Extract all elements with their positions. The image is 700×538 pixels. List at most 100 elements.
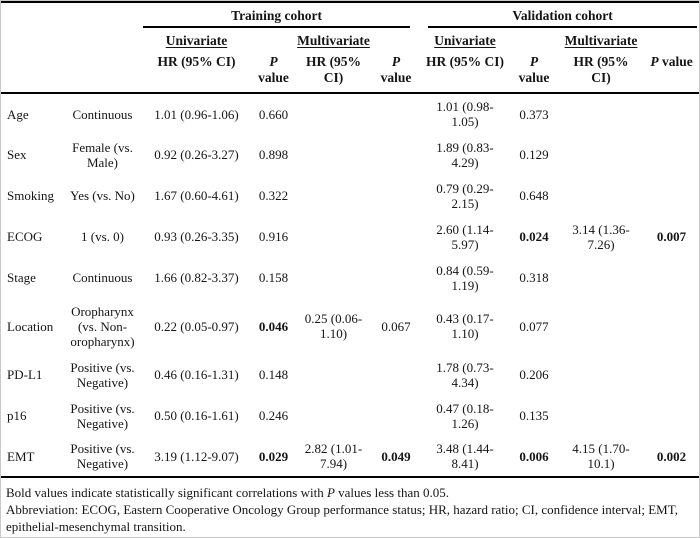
training-univariate-p-cell: 0.246 [258, 408, 289, 423]
variable-cell: Sex [7, 147, 27, 162]
training-univariate-hr-cell: 1.67 (0.60-4.61) [154, 188, 239, 203]
validation-univariate-p-cell: 0.135 [519, 408, 549, 423]
training-multivariate-p-cell [372, 134, 420, 175]
validation-univariate-hr-cell: 2.60 (1.14-5.97) [436, 221, 494, 252]
validation-univariate-hr-cell: 0.43 (0.17-1.10) [436, 311, 494, 341]
training-univariate-p-cell: 0.916 [258, 229, 289, 244]
training-cohort-header: Training cohort [141, 2, 420, 28]
cox-regression-table: Training cohort Validation cohort Univar… [1, 1, 699, 478]
training-univariate-hr-cell: 3.19 (1.12-9.07) [141, 436, 252, 478]
validation-multivariate-hr-cell [558, 93, 644, 134]
training-univariate-hr-header: HR (95% CI) [141, 51, 252, 94]
training-multivariate-p-cell [372, 354, 420, 395]
training-univariate-p-cell: 0.029 [252, 436, 295, 478]
training-multivariate-hr-cell: 0.25 (0.06-1.10) [304, 311, 363, 341]
validation-multivariate-hr-cell: 4.15 (1.70-10.1) [558, 436, 644, 478]
training-univariate-p-cell: 0.148 [258, 367, 289, 382]
validation-univariate-p-cell: 0.648 [519, 188, 549, 203]
validation-multivariate-p-cell [644, 175, 699, 216]
validation-univariate-header: Univariate [434, 32, 496, 48]
training-univariate-header: Univariate [165, 32, 228, 48]
column-header-row: HR (95% CI) P value HR (95% CI) P value … [1, 51, 699, 94]
training-multivariate-hr-cell [295, 134, 372, 175]
variable-cell: EMT [1, 436, 64, 478]
validation-univariate-p-cell: 0.373 [519, 106, 549, 122]
validation-univariate-p-header: P value [510, 51, 558, 94]
training-multivariate-header: Multivariate [297, 32, 370, 48]
validation-multivariate-header: Multivariate [564, 32, 638, 48]
stub-cell [1, 2, 141, 28]
table-row-p16: p16 Positive (vs. Negative) 0.50 (0.16-1… [1, 395, 699, 436]
training-multivariate-p-cell [372, 257, 420, 298]
validation-cohort-header: Validation cohort [420, 2, 699, 28]
validation-multivariate-hr-cell [558, 395, 644, 436]
training-multivariate-hr-cell [295, 395, 372, 436]
training-multivariate-p-header: P value [372, 51, 420, 94]
training-multivariate-p-cell [372, 395, 420, 436]
validation-multivariate-p-cell: 0.002 [644, 436, 699, 478]
footnote-significance: Bold values indicate statistically signi… [6, 485, 449, 500]
training-univariate-hr-cell: 0.92 (0.26-3.27) [154, 147, 239, 162]
training-univariate-p-cell: 0.158 [258, 270, 289, 285]
validation-multivariate-p-cell [644, 134, 699, 175]
variable-cell: Age [7, 106, 29, 122]
validation-univariate-hr-cell: 1.01 (0.98-1.05) [436, 99, 494, 129]
variable-cell: PD-L1 [7, 367, 43, 382]
validation-univariate-hr-cell: 0.84 (0.59-1.19) [436, 262, 494, 293]
variable-cell: Stage [7, 270, 36, 285]
validation-cohort-label: Validation cohort [512, 8, 613, 23]
validation-multivariate-p-cell [644, 257, 699, 298]
validation-multivariate-hr-cell [558, 134, 644, 175]
category-cell: 1 (vs. 0) [81, 229, 124, 244]
table-row-location: Location Oropharynx (vs. Non-oropharynx)… [1, 298, 699, 354]
variable-cell: p16 [7, 408, 27, 423]
validation-univariate-hr-cell: 1.78 (0.73-4.34) [436, 359, 494, 390]
table-row-emt: EMT Positive (vs. Negative) 3.19 (1.12-9… [1, 436, 699, 478]
training-multivariate-hr-header: HR (95% CI) [295, 51, 372, 94]
category-cell: Yes (vs. No) [70, 188, 135, 203]
category-cell: Oropharynx (vs. Non-oropharynx) [70, 303, 135, 349]
validation-univariate-p-cell: 0.129 [519, 147, 549, 162]
footnote-abbreviations: Abbreviation: ECOG, Eastern Cooperative … [6, 502, 678, 534]
training-multivariate-hr-cell [295, 216, 372, 257]
validation-multivariate-p-cell: 0.007 [656, 229, 687, 244]
validation-univariate-hr-header: HR (95% CI) [420, 51, 510, 94]
table-row-smoking: Smoking Yes (vs. No) 1.67 (0.60-4.61) 0.… [1, 175, 699, 216]
training-multivariate-hr-cell: 2.82 (1.01-7.94) [295, 436, 372, 478]
training-univariate-hr-cell: 1.66 (0.82-3.37) [154, 270, 239, 285]
validation-univariate-p-cell: 0.206 [519, 367, 549, 382]
validation-multivariate-hr-header: HR (95% CI) [558, 51, 644, 94]
validation-multivariate-p-cell [644, 93, 699, 134]
table-row-sex: Sex Female (vs. Male) 0.92 (0.26-3.27) 0… [1, 134, 699, 175]
stub-cell [1, 28, 141, 51]
training-univariate-p-cell: 0.898 [258, 147, 289, 162]
validation-multivariate-hr-cell: 3.14 (1.36-7.26) [572, 221, 630, 252]
table-row-pdl1: PD-L1 Positive (vs. Negative) 0.46 (0.16… [1, 354, 699, 395]
table-row-stage: Stage Continuous 1.66 (0.82-3.37) 0.158 … [1, 257, 699, 298]
cohort-header-row: Training cohort Validation cohort [1, 2, 699, 28]
training-multivariate-p-cell [372, 175, 420, 216]
table-row-age: Age Continuous 1.01 (0.96-1.06) 0.660 1.… [1, 93, 699, 134]
training-multivariate-hr-cell [295, 354, 372, 395]
variable-cell: ECOG [7, 229, 43, 244]
category-cell: Positive (vs. Negative) [70, 400, 135, 431]
validation-multivariate-p-cell [644, 395, 699, 436]
validation-multivariate-p-cell [644, 298, 699, 354]
category-cell: Continuous [72, 106, 133, 122]
training-multivariate-p-cell [372, 93, 420, 134]
category-cell: Positive (vs. Negative) [70, 359, 135, 390]
category-cell: Continuous [72, 270, 133, 285]
table-footnotes: Bold values indicate statistically signi… [1, 478, 699, 535]
variable-cell: Smoking [7, 188, 54, 203]
validation-multivariate-p-header: P value [644, 51, 699, 94]
variable-cell: Location [7, 318, 54, 334]
validation-univariate-hr-cell: 3.48 (1.44-8.41) [420, 436, 510, 478]
training-univariate-hr-cell: 0.22 (0.05-0.97) [154, 318, 239, 334]
training-multivariate-p-cell [372, 216, 420, 257]
training-univariate-p-header: P value [252, 51, 295, 94]
analysis-header-row: Univariate Multivariate Univariate Multi… [1, 28, 699, 51]
validation-multivariate-hr-cell [558, 298, 644, 354]
training-multivariate-p-cell: 0.067 [381, 318, 411, 334]
validation-multivariate-hr-cell [558, 354, 644, 395]
